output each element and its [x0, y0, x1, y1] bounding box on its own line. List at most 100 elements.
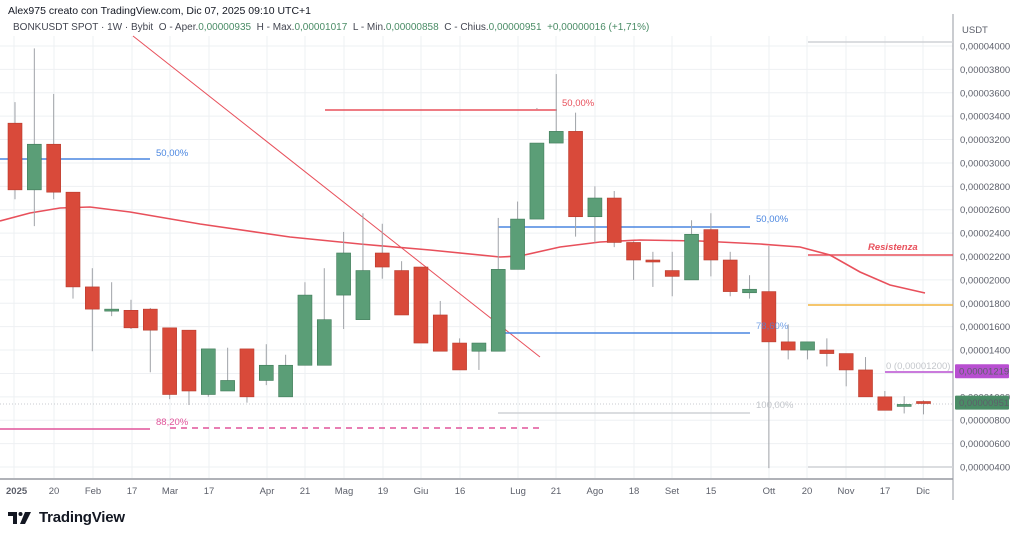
candles — [7, 48, 931, 469]
candle[interactable] — [838, 353, 854, 387]
candle[interactable] — [858, 357, 873, 398]
candle-body — [780, 341, 796, 351]
price-tick-label: 0,00000600 — [960, 439, 1010, 450]
candle[interactable] — [916, 400, 931, 415]
candle[interactable] — [471, 342, 487, 370]
candle[interactable] — [800, 341, 815, 360]
candle-body — [471, 342, 487, 352]
candle[interactable] — [143, 307, 158, 373]
candle[interactable] — [548, 74, 564, 144]
candle[interactable] — [374, 223, 390, 279]
fib-50-top-label: 50,00% — [562, 98, 595, 109]
candle[interactable] — [316, 268, 332, 366]
candle[interactable] — [85, 268, 100, 352]
candle[interactable] — [529, 107, 545, 220]
candle-body — [432, 314, 448, 352]
candle[interactable] — [220, 347, 235, 392]
currency-label: USDT — [962, 25, 988, 36]
candle-body — [877, 396, 893, 411]
candle[interactable] — [65, 191, 81, 299]
time-tick-label: 20 — [802, 486, 813, 497]
time-tick-label: Nov — [838, 486, 855, 497]
open-value: 0,00000935 — [198, 22, 252, 33]
candle-body — [297, 294, 313, 366]
candle[interactable] — [606, 191, 622, 248]
candle[interactable] — [684, 220, 699, 281]
candle[interactable] — [336, 231, 351, 330]
price-tick-label: 0,00000400 — [960, 463, 1010, 474]
candle[interactable] — [394, 261, 409, 316]
candle[interactable] — [877, 390, 893, 411]
price-tick-label: 0,00003000 — [960, 158, 1010, 169]
candle[interactable] — [490, 217, 506, 352]
candle[interactable] — [239, 348, 255, 403]
open-label: O - Aper. — [158, 22, 199, 33]
tradingview-logo-icon — [8, 511, 31, 524]
tradingview-logo-text: TradingView — [39, 509, 125, 526]
price-tick-label: 0,00002200 — [960, 252, 1010, 263]
candle[interactable] — [432, 300, 448, 352]
close-label: C - Chius. — [444, 22, 489, 33]
candle[interactable] — [703, 213, 719, 277]
candle[interactable] — [780, 324, 796, 360]
candle[interactable] — [355, 213, 371, 320]
candle[interactable] — [7, 102, 23, 200]
candle[interactable] — [626, 241, 641, 280]
candle[interactable] — [896, 396, 912, 414]
candle[interactable] — [819, 338, 835, 367]
time-tick-label: 19 — [378, 486, 389, 497]
close-value: 0,00000951 — [488, 22, 542, 33]
candle[interactable] — [510, 201, 525, 270]
candle-body — [568, 131, 583, 218]
candle[interactable] — [297, 282, 313, 366]
candle-body — [162, 327, 177, 395]
candle[interactable] — [761, 245, 777, 469]
candle-body — [220, 380, 235, 392]
fib-100-label: 100,00% — [756, 400, 794, 411]
time-axis[interactable]: 2025 20 Feb 17 Mar 17 Apr 21 Mag 19 Giu 16 Lug 21 Ago 1… — [6, 486, 930, 497]
candle[interactable] — [123, 299, 139, 330]
candle-body — [258, 364, 274, 381]
tradingview-logo: TradingView — [8, 509, 125, 526]
candle-body — [761, 291, 777, 343]
candle-body — [703, 229, 719, 261]
candle[interactable] — [664, 251, 680, 297]
candle-body — [27, 143, 42, 191]
downtrend-line[interactable] — [132, 35, 541, 358]
candle[interactable] — [413, 266, 429, 344]
fib-50-left-label: 50,00% — [156, 148, 189, 159]
candle-body — [606, 197, 622, 243]
time-tick-label: Ago — [587, 486, 604, 497]
candle[interactable] — [27, 48, 42, 227]
candle[interactable] — [258, 344, 274, 386]
candle[interactable] — [46, 93, 61, 200]
candle[interactable] — [201, 348, 216, 397]
candle[interactable] — [742, 275, 757, 299]
fib-0-label: 0 (0,00001200) — [886, 361, 950, 372]
time-tick-label: Mag — [335, 486, 353, 497]
candle-body — [510, 218, 525, 270]
candle[interactable] — [278, 354, 293, 398]
candle[interactable] — [452, 338, 467, 371]
candle[interactable] — [104, 282, 119, 317]
candle[interactable] — [181, 329, 197, 406]
candle[interactable] — [722, 251, 738, 297]
candle-body — [916, 401, 931, 404]
price-badge-label: 0,00001219 — [959, 367, 1009, 378]
candle-body — [143, 308, 158, 331]
candle-body — [684, 233, 699, 281]
candle-body — [355, 270, 371, 320]
price-tick-label: 0,00004000 — [960, 42, 1010, 53]
low-label: L - Min. — [352, 22, 386, 33]
low-value: 0,00000858 — [385, 22, 439, 33]
candle[interactable] — [587, 186, 603, 243]
candle[interactable] — [568, 112, 583, 237]
candle[interactable] — [162, 327, 177, 400]
price-badge-label: 0,00000951 — [959, 398, 1009, 409]
price-axis[interactable]: USDT 0,00004000 0,00003800 0,00003600 0,0000… — [955, 25, 1010, 474]
candle[interactable] — [645, 251, 661, 287]
ohlc-legend: BONKUSDT SPOT · 1W · Bybit O - Aper.0,00… — [13, 22, 649, 33]
time-tick-label: 16 — [455, 486, 466, 497]
time-tick-label: 17 — [127, 486, 138, 497]
